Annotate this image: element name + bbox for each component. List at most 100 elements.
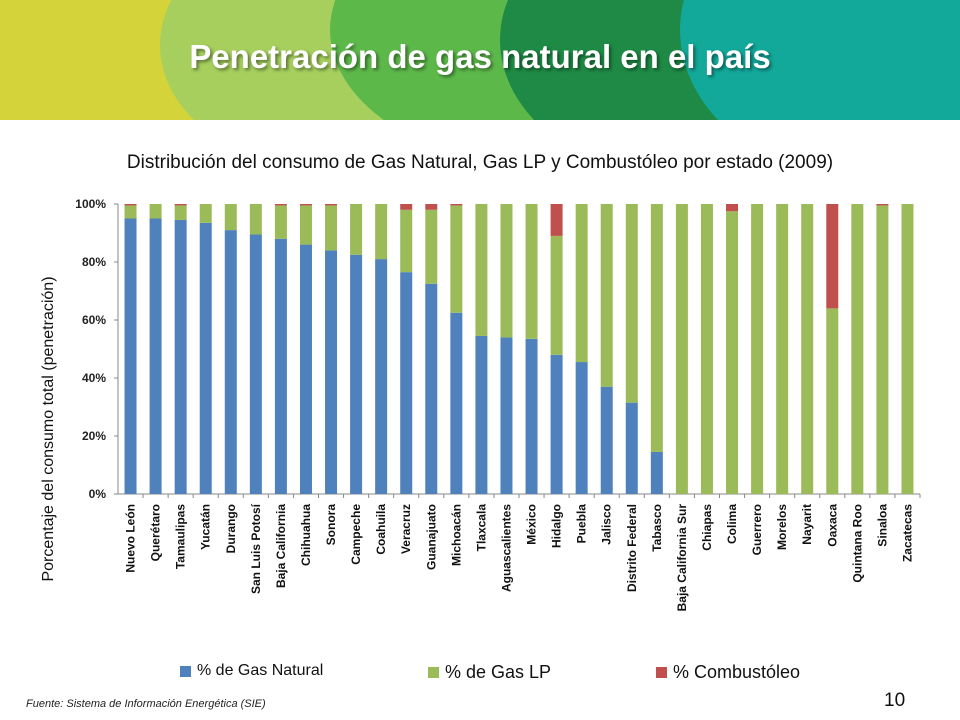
bar-segment [826, 308, 839, 494]
bar-segment [400, 209, 413, 273]
header-banner [0, 0, 960, 120]
bar-segment [299, 205, 312, 245]
bar-segment [625, 204, 638, 403]
bar-segment [575, 362, 588, 494]
x-tick-label: Quintana Roo [850, 504, 864, 583]
chart-legend: % de Gas Natural % de Gas LP % Combustól… [0, 662, 960, 690]
bar-segment [124, 218, 137, 494]
slide-title: Penetración de gas natural en el país [189, 38, 771, 75]
bar-segment [475, 335, 488, 494]
x-tick-label: Guerrero [750, 504, 764, 555]
bar-segment [450, 312, 463, 494]
y-tick-label: 40% [82, 371, 106, 385]
x-tick-label: Aguascalientes [499, 504, 513, 592]
bar-segment [375, 204, 388, 260]
y-tick-label: 20% [82, 429, 106, 443]
page-number: 10 [884, 690, 906, 711]
bar-segment [174, 204, 187, 206]
bar-segment [500, 337, 513, 494]
bar-segment [124, 205, 137, 219]
x-tick-label: Nuevo León [124, 504, 138, 573]
bar-segment [600, 386, 613, 494]
y-tick-label: 0% [89, 487, 107, 501]
bar-segment [700, 204, 713, 494]
bar-segment [625, 402, 638, 494]
bar-segment [149, 218, 162, 494]
bar-segment [400, 204, 413, 210]
legend-item-gas-natural: % de Gas Natural [180, 662, 323, 680]
bar-segment [299, 204, 312, 206]
x-tick-label: México [525, 504, 539, 545]
x-tick-label: Chihuahua [299, 504, 313, 566]
bar-segment [400, 272, 413, 494]
bar-segment [726, 211, 739, 494]
x-tick-label: Oaxaca [825, 504, 839, 547]
bar-segment [350, 254, 363, 494]
bar-segment [751, 204, 764, 494]
banner-teal-shape [680, 0, 960, 120]
legend-item-combustoleo: % Combustóleo [656, 662, 800, 683]
legend-item-gas-lp: % de Gas LP [428, 662, 551, 683]
legend-swatch-combustoleo [656, 667, 667, 678]
y-axis-title: Porcentaje del consumo total (penetració… [40, 276, 57, 581]
bar-segment [249, 234, 262, 494]
bar-segment [249, 204, 262, 235]
x-tick-label: Coahuila [374, 504, 388, 555]
bar-segment [224, 204, 237, 231]
bar-segment [174, 205, 187, 220]
bar-segment [450, 204, 463, 206]
x-tick-label: Nayarit [800, 504, 814, 545]
bar-segment [149, 204, 162, 219]
bar-segment [325, 204, 338, 206]
bar-segment [224, 230, 237, 494]
bar-segment [726, 204, 739, 212]
bar-segment [375, 259, 388, 494]
bar-segment [475, 204, 488, 336]
bar-segment [650, 204, 663, 452]
bar-segment [500, 204, 513, 338]
x-tick-label: Durango [224, 504, 238, 553]
x-tick-label: Puebla [575, 504, 589, 544]
bar-segment [826, 204, 839, 309]
bar-segment [299, 244, 312, 494]
legend-swatch-gas-natural [180, 665, 191, 677]
bar-segment [124, 204, 137, 206]
x-tick-label: Zacatecas [900, 504, 914, 562]
bar-segment [851, 204, 864, 494]
x-tick-label: Sinaloa [875, 504, 889, 547]
x-tick-label: Veracruz [399, 504, 413, 554]
bar-segment [274, 204, 287, 206]
y-tick-label: 60% [82, 313, 106, 327]
legend-label-combustoleo: % Combustóleo [673, 662, 801, 682]
bar-segment [174, 219, 187, 494]
x-tick-label: Morelos [775, 504, 789, 550]
bar-segment [876, 205, 889, 494]
bar-segment [776, 204, 789, 494]
legend-swatch-gas-lp [428, 667, 439, 678]
x-tick-label: San Luis Potosí [249, 503, 263, 594]
bar-segment [425, 283, 438, 494]
x-tick-label: Yucatán [199, 504, 213, 550]
bar-segment [325, 205, 338, 251]
bar-segment [199, 204, 212, 223]
bar-segment [600, 204, 613, 387]
bar-segment [274, 238, 287, 494]
bar-segment [876, 204, 889, 206]
bar-segment [350, 204, 363, 255]
stacked-bar-chart: 0% 20% 40% 60% 80% 100% Porcentaje del consumo… [40, 197, 921, 612]
x-tick-label: Guanajuato [424, 504, 438, 570]
bar-segment [801, 204, 814, 494]
x-tick-label: Chiapas [700, 504, 714, 551]
x-tick-label: Baja California Sur [675, 504, 689, 612]
y-tick-label: 80% [82, 255, 106, 269]
bar-segment [550, 235, 563, 355]
legend-label-gas-lp: % de Gas LP [445, 662, 552, 682]
x-tick-label: Tlaxcala [474, 504, 488, 552]
bar-segment [525, 338, 538, 494]
bar-segment [550, 204, 563, 236]
bar-segment [199, 222, 212, 494]
bar-segment [425, 209, 438, 284]
x-tick-label: Colima [725, 504, 739, 544]
bar-segment [650, 451, 663, 494]
x-tick-label: Hidalgo [550, 504, 564, 548]
